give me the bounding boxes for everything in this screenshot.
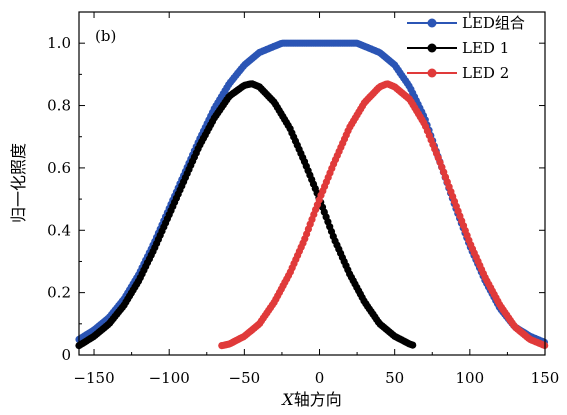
x-tick-label: 50: [385, 369, 404, 387]
y-tick-label: 0.6: [47, 159, 71, 177]
x-axis-title-italic: X: [280, 390, 294, 409]
legend-marker: [427, 18, 437, 28]
x-axis-title: X轴方向: [280, 390, 341, 409]
legend-label: LED 1: [462, 39, 509, 57]
legend-item: LED 2: [407, 64, 509, 82]
y-tick-label: 1.0: [47, 34, 71, 52]
legend-label: LED 2: [462, 64, 509, 82]
series-layer: [75, 39, 549, 350]
legend-marker: [427, 43, 437, 53]
y-tick-label: 0: [61, 346, 71, 364]
y-axis-title: 归一化照度: [9, 143, 28, 223]
plot-frame: [78, 11, 546, 356]
x-axis-title-rest: 轴方向: [294, 390, 342, 409]
y-tick-label: 0.2: [47, 284, 71, 302]
legend-item: LED 1: [407, 39, 509, 57]
legend-label: LED组合: [462, 14, 525, 32]
series-2: [218, 80, 549, 350]
series-line: [78, 41, 546, 344]
series-0: [75, 39, 549, 346]
y-tick-label: 0.8: [47, 97, 71, 115]
legend-item: LED组合: [407, 14, 525, 32]
x-tick-label: 150: [531, 369, 560, 387]
series-1: [75, 80, 417, 350]
ticks-layer: −150 −100 −50 0 50 100 150 0 0.2 0.4 0.6 0.8 1.0: [47, 11, 560, 387]
x-tick-label: −100: [149, 369, 190, 387]
panel-label: (b): [95, 27, 116, 45]
y-tick-label: 0.4: [47, 221, 71, 239]
x-tick-label: 0: [315, 369, 325, 387]
x-tick-label: −150: [73, 369, 114, 387]
x-tick-label: 100: [456, 369, 485, 387]
data-point: [409, 341, 417, 349]
x-tick-label: −50: [229, 369, 261, 387]
legend: LED组合 LED 1 LED 2: [407, 14, 525, 82]
legend-marker: [427, 68, 437, 78]
